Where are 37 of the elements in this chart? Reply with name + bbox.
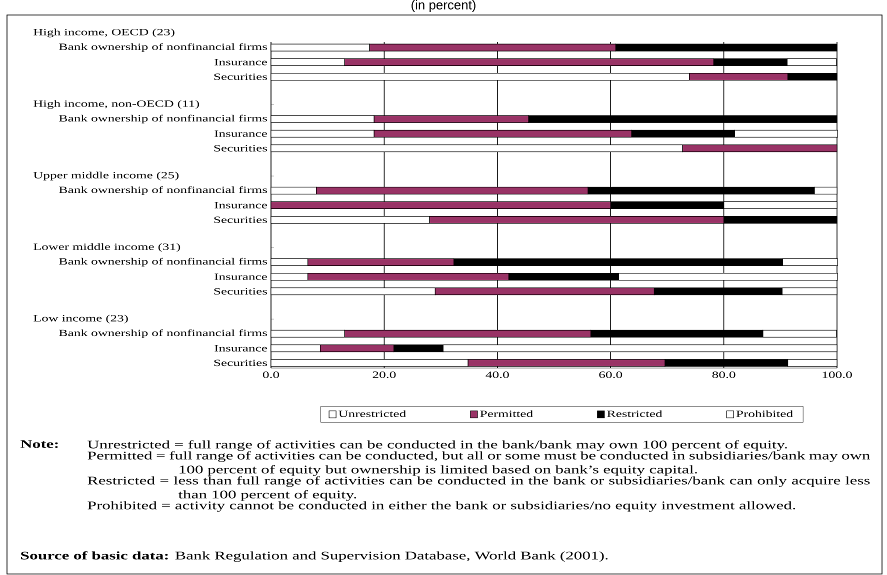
text: Source of basic data: Bank Regulation and Supervision Database, World Bank (2001). [21, 551, 608, 562]
x-tick-label: 40.0 [486, 372, 509, 378]
text: Prohibited = activity cannot be conducted in either the bank or subsidiaries/no equity investment allowed. [88, 501, 796, 512]
x-tick-label: 60.0 [599, 372, 622, 378]
text: Upper middle income (25) [33, 172, 179, 180]
y-tick-label: Bank ownership of nonfinancial firms [59, 114, 267, 124]
legend-label: Prohibited [736, 410, 793, 417]
text: Restricted = less than full range of activities can be conducted in the bank or subsidiaries/bank can only acquire less than 100 percent of equity. [88, 476, 870, 501]
y-tick-label: Securities [214, 216, 267, 224]
y-tick-label: Securities [214, 360, 267, 366]
x-tick-label: 20.0 [372, 372, 396, 378]
x-tick-label: 80.0 [712, 372, 736, 378]
text: Lower middle income (31) [34, 243, 180, 252]
y-tick-label: Bank ownership of nonfinancial firms [59, 186, 267, 195]
x-tick-label: 100.0 [822, 372, 852, 378]
text: Low income (23) [34, 314, 128, 324]
y-tick-label: Insurance [214, 59, 267, 66]
y-tick-label: Bank ownership of nonfinancial firms [59, 258, 267, 266]
y-tick-label: Insurance [214, 130, 267, 137]
y-tick-label: Securities [214, 145, 267, 152]
y-tick-label: Bank ownership of nonfinancial firms [59, 329, 267, 338]
text: Permitted = full range of activities can be conducted, but all or some must be conducted in subsidiaries/bank may own 100 percent of equity but ownership is limited based on bank’s equity capital. [88, 451, 870, 476]
text: Unrestricted = full range of activities can be conducted in the bank/bank may own 100 percent of equity. [88, 440, 787, 451]
y-tick-label: Securities [214, 288, 267, 295]
y-tick-label: Insurance [214, 202, 267, 208]
y-tick-label: Securities [214, 74, 267, 80]
y-tick-label: Bank ownership of nonfinancial firms [59, 43, 267, 52]
text: High income, OECD (23) [34, 28, 174, 38]
legend-label: Restricted [607, 410, 662, 417]
y-tick-label: Insurance [214, 274, 267, 280]
legend-label: Permitted [480, 410, 533, 417]
x-tick-label: 0.0 [262, 372, 280, 378]
legend-label: Unrestricted [338, 410, 406, 417]
chart-title: (in percent) [412, 0, 476, 12]
text: High income, non-OECD (11) [34, 100, 200, 109]
text: Note: [20, 440, 58, 448]
y-tick-label: Insurance [214, 345, 267, 352]
